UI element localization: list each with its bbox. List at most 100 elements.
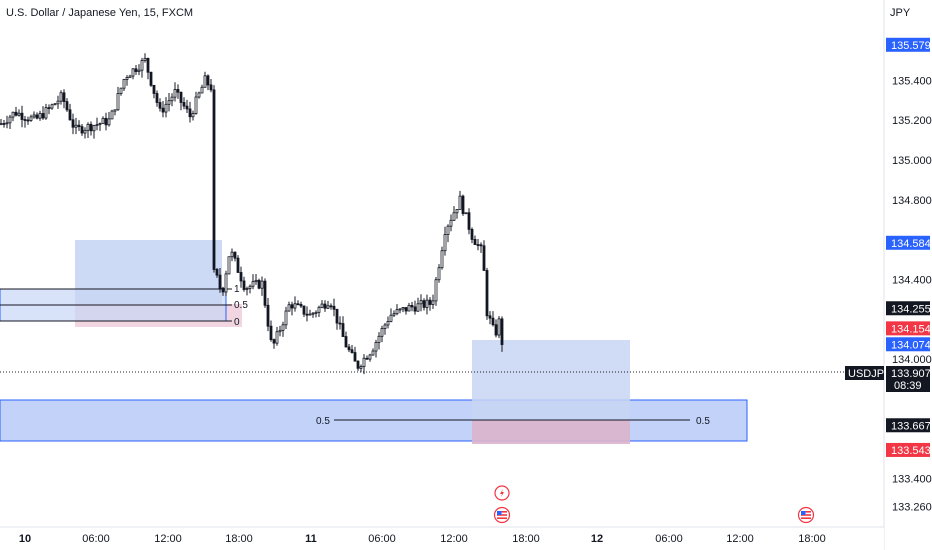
right-red-zone[interactable] — [472, 420, 630, 444]
candle-body — [137, 69, 141, 72]
candle-body — [140, 60, 144, 71]
candle-body — [146, 57, 150, 73]
price-label: 135.200 — [892, 115, 932, 127]
price-axis-tags: 135.579 134.584 134.255 134.154 134.074 133.6… — [886, 37, 931, 457]
candle-body — [71, 119, 75, 128]
candle-body — [314, 311, 318, 314]
candle-body — [293, 303, 297, 309]
price-axis-panel[interactable] — [884, 0, 932, 550]
candle-body — [200, 86, 204, 94]
candle-body — [338, 322, 342, 325]
candle-body — [326, 305, 330, 309]
candle-body — [479, 244, 483, 247]
candle-body — [68, 109, 72, 121]
candle-body — [317, 306, 321, 313]
bottom-label-right: 0.5 — [696, 416, 710, 427]
symbol-tag-text: USDJPY — [848, 368, 892, 380]
fib-label-0: 0 — [234, 317, 240, 328]
candle-body — [302, 305, 306, 315]
candle-body — [464, 212, 468, 215]
price-tag-black: 133.667 — [891, 420, 931, 432]
candle-body — [443, 234, 447, 252]
candle-body — [341, 323, 345, 337]
candle-body — [269, 325, 273, 340]
candle-body — [299, 304, 303, 307]
price-tag-bg — [886, 301, 930, 316]
candle-body — [215, 269, 219, 276]
candle-body — [413, 306, 417, 312]
candle-body — [485, 270, 489, 317]
price-label: 135.000 — [892, 155, 932, 167]
candle-body — [23, 119, 27, 121]
price-label: 134.000 — [892, 354, 932, 366]
time-label: 11 — [305, 533, 317, 545]
candle-body — [38, 113, 42, 119]
time-label: 10 — [19, 533, 31, 545]
candle-body — [212, 89, 216, 270]
candle-body — [242, 280, 246, 290]
candle-body — [170, 96, 174, 102]
price-tag-bg — [886, 37, 930, 52]
time-label: 12:00 — [726, 533, 754, 545]
candle-body — [425, 299, 429, 308]
candle-body — [53, 103, 57, 106]
candle-body — [62, 92, 66, 102]
candle-body — [311, 312, 315, 315]
candle-body — [35, 114, 39, 119]
candle-body — [356, 360, 360, 369]
candle-body — [335, 308, 339, 324]
price-tag-black: 134.255 — [891, 303, 931, 315]
price-tag-blue: 134.584 — [891, 238, 931, 250]
candle-body — [188, 108, 192, 118]
price-tag-blue: 135.579 — [891, 40, 931, 52]
candle-body — [164, 103, 168, 113]
candle-body — [185, 105, 189, 110]
price-label: 134.800 — [892, 195, 932, 207]
candle-body — [86, 123, 90, 131]
candle-body — [155, 93, 159, 103]
time-label: 18:00 — [225, 533, 253, 545]
time-label: 06:00 — [82, 533, 110, 545]
price-tag-bg — [886, 418, 930, 433]
candle-body — [218, 274, 222, 289]
candle-body — [8, 116, 12, 124]
candle-body — [254, 279, 258, 283]
candle-body — [308, 313, 312, 316]
us-flag-icon[interactable] — [493, 506, 511, 524]
candle-body — [290, 304, 294, 309]
time-label: 12:00 — [154, 533, 182, 545]
candle-body — [245, 288, 249, 290]
right-blue-zone[interactable] — [472, 340, 630, 420]
candle-body — [227, 256, 231, 275]
candle-body — [47, 107, 51, 110]
candle-body — [5, 122, 9, 125]
lightning-icon[interactable] — [494, 485, 510, 501]
candle-body — [260, 280, 264, 289]
candle-body — [275, 331, 279, 344]
candle-body — [398, 308, 402, 311]
candle-body — [101, 117, 105, 124]
candle-body — [422, 300, 426, 308]
candle-body — [167, 100, 171, 105]
candle-body — [494, 324, 498, 336]
candle-body — [113, 109, 117, 112]
candle-body — [131, 68, 135, 77]
candle-body — [458, 195, 462, 210]
candle-body — [29, 116, 33, 121]
candle-body — [488, 315, 492, 319]
candle-body — [416, 303, 420, 312]
current-price-tag[interactable]: USDJPY 133.907 08:39 — [845, 366, 931, 392]
time-label: 12 — [591, 533, 603, 545]
price-label: 133.260 — [892, 501, 932, 513]
time-label: 06:00 — [655, 533, 683, 545]
candle-body — [65, 101, 69, 111]
time-axis-panel[interactable] — [0, 527, 884, 550]
price-tag-blue: 134.074 — [891, 339, 931, 351]
candle-body — [11, 111, 15, 118]
us-flag-icon[interactable] — [797, 506, 815, 524]
candle-body — [56, 100, 60, 105]
candle-body — [329, 305, 333, 308]
candle-body — [161, 107, 165, 113]
candle-body — [371, 350, 375, 356]
